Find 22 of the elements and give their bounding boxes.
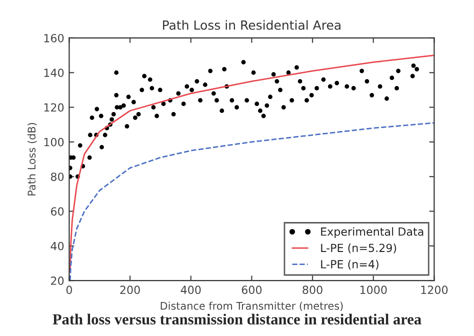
- x-tick-label: 0: [66, 286, 72, 294]
- x-axis-title: Distance from Transmitter (metres): [160, 302, 343, 312]
- x-tick-label: 600: [242, 286, 262, 294]
- y-tick-label: 40: [50, 242, 64, 250]
- legend-label: L-PE (n=5.29): [321, 244, 396, 254]
- y-tick-label: 20: [51, 276, 64, 285]
- x-tick-label: 800: [302, 286, 322, 294]
- y-tick-label: 100: [44, 138, 64, 146]
- legend-label: L-PE (n=4): [321, 260, 378, 270]
- x-tick-label: 200: [120, 286, 140, 294]
- y-tick-label: 140: [44, 68, 64, 78]
- y-tick-label: 120: [44, 103, 64, 112]
- y-tick-label: 160: [44, 34, 64, 42]
- x-tick-label: 400: [180, 286, 201, 294]
- legend-label: Experimental Data: [321, 227, 424, 238]
- x-tick-label: 1200: [421, 286, 448, 294]
- y-axis-title: Path Loss (dB): [28, 123, 37, 196]
- x-tick-label: 1000: [360, 286, 387, 294]
- y-tick-label: 60: [50, 207, 64, 216]
- chart-title: Path Loss in Residential Area: [163, 20, 340, 30]
- text: Path loss versus transmission distance in residential area: [52, 314, 422, 325]
- y-tick-label: 80: [50, 172, 64, 181]
